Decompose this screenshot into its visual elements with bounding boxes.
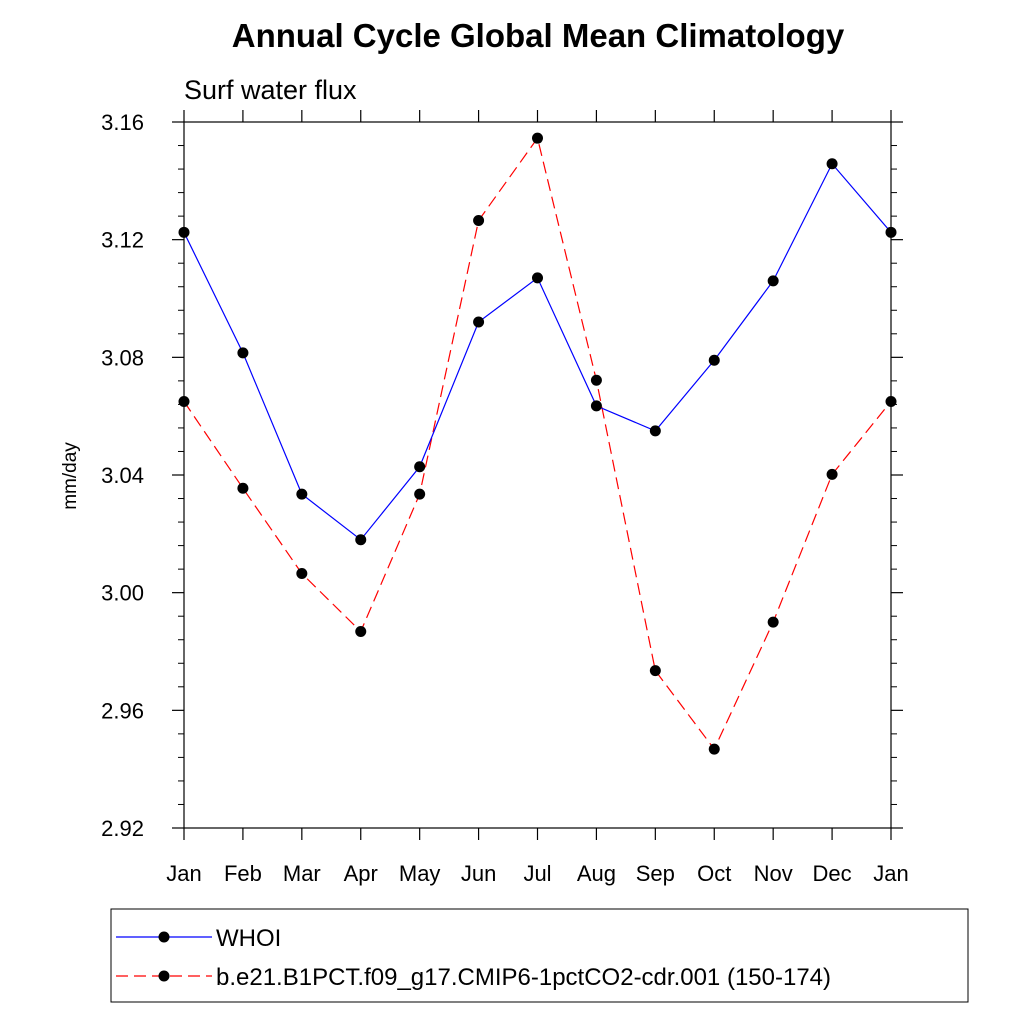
legend-marker-0 [158, 931, 170, 943]
legend-box [110, 908, 969, 1003]
data-point-series-1 [708, 743, 720, 755]
x-tick-label: Jan [873, 861, 908, 886]
data-point-series-0 [473, 316, 485, 328]
data-point-series-1 [826, 468, 838, 480]
data-point-series-1 [296, 568, 308, 580]
data-point-series-0 [237, 347, 249, 359]
y-axis-label: mm/day [60, 442, 81, 510]
chart-title: Annual Cycle Global Mean Climatology [232, 17, 845, 54]
x-tick-label: May [399, 861, 441, 886]
y-tick-label: 3.12 [101, 228, 144, 253]
y-tick-label: 3.16 [101, 110, 144, 135]
x-tick-label: Mar [283, 861, 321, 886]
data-point-series-0 [296, 488, 308, 500]
x-tick-label: Feb [224, 861, 262, 886]
series-line-1 [183, 136, 892, 751]
chart-subtitle: Surf water flux [184, 75, 357, 105]
data-point-series-0 [885, 226, 897, 238]
data-point-series-1 [178, 395, 190, 407]
x-tick-label: Sep [636, 861, 675, 886]
data-point-series-0 [178, 226, 190, 238]
data-point-series-1 [649, 665, 661, 677]
data-point-series-0 [532, 272, 543, 284]
data-point-series-1 [885, 395, 897, 407]
x-tick-label: Jul [523, 861, 551, 886]
x-tick-label: Dec [813, 861, 852, 886]
x-tick-label: Jun [461, 861, 496, 886]
x-tick-label: Jan [166, 861, 201, 886]
data-point-series-1 [355, 625, 367, 637]
x-tick-label: Apr [344, 861, 378, 886]
legend-marker-1 [158, 970, 170, 982]
data-point-series-0 [649, 425, 661, 437]
data-point-series-1 [414, 488, 426, 500]
data-point-series-0 [708, 354, 720, 366]
legend-label-0: WHOI [216, 925, 281, 952]
plot-area-border [183, 121, 892, 829]
legend-label-1: b.e21.B1PCT.f09_g17.CMIP6-1pctCO2-cdr.00… [216, 964, 831, 991]
data-point-series-1 [767, 616, 779, 628]
y-tick-label: 3.04 [101, 463, 144, 488]
data-point-series-1 [590, 374, 602, 386]
data-point-series-1 [473, 215, 485, 227]
x-tick-label: Aug [577, 861, 616, 886]
data-point-series-0 [414, 461, 426, 473]
x-tick-label: Oct [697, 861, 731, 886]
data-point-series-0 [355, 534, 367, 546]
y-tick-label: 3.08 [101, 345, 144, 370]
data-point-series-1 [532, 132, 543, 144]
data-point-series-0 [590, 400, 602, 412]
series-line-0 [183, 162, 892, 541]
data-point-series-1 [237, 482, 249, 494]
y-tick-label: 2.92 [101, 816, 144, 841]
y-tick-label: 3.00 [101, 581, 144, 606]
y-tick-label: 2.96 [101, 698, 144, 723]
data-point-series-0 [767, 275, 779, 287]
x-tick-label: Nov [754, 861, 793, 886]
data-point-series-0 [826, 158, 838, 170]
